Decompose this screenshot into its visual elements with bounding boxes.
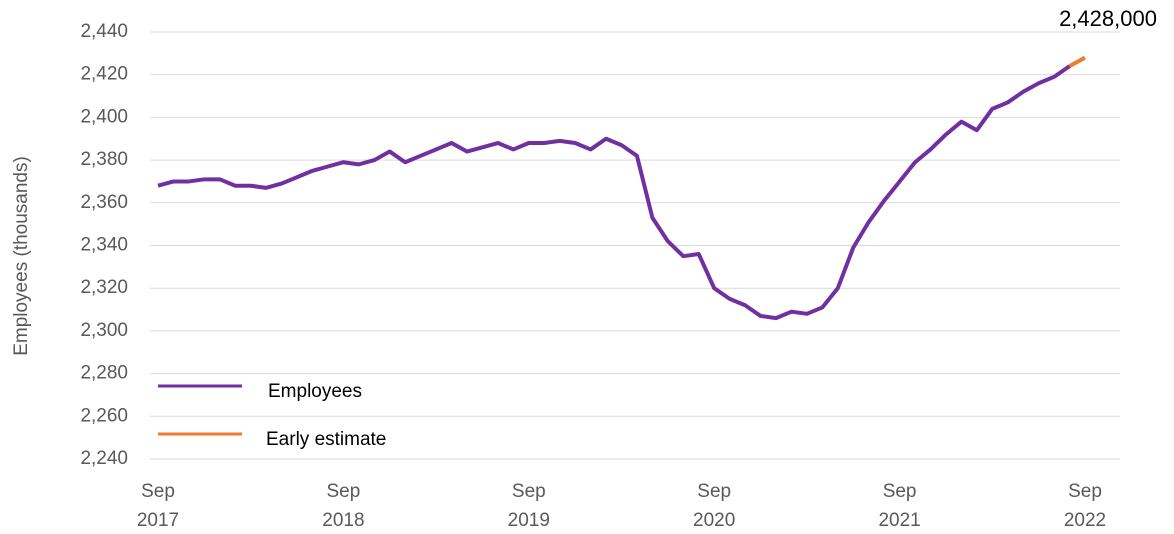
y-tick-label: 2,440: [80, 21, 128, 42]
legend-label: Early estimate: [266, 429, 386, 450]
y-tick-label: 2,240: [80, 448, 128, 469]
y-tick-label: 2,400: [80, 106, 128, 127]
y-tick-label: 2,360: [80, 192, 128, 213]
x-tick-label: Sep 2021: [878, 481, 920, 531]
x-tick-label: Sep 2019: [508, 481, 550, 531]
y-tick-label: 2,380: [80, 149, 128, 170]
y-tick-label: 2,320: [80, 277, 128, 298]
y-tick-label: 2,260: [80, 405, 128, 426]
x-tick-label: Sep 2017: [137, 481, 179, 531]
y-tick-label: 2,420: [80, 64, 128, 85]
x-tick-label: Sep 2022: [1064, 481, 1106, 531]
y-tick-label: 2,340: [80, 235, 128, 256]
series-line: [1068, 55, 1086, 68]
y-axis-label: Employees (thousands): [11, 156, 32, 356]
y-tick-label: 2,280: [80, 363, 128, 384]
x-tick-label: Sep 2020: [693, 481, 735, 531]
annotation: 2,428,000: [1059, 6, 1157, 31]
legend-label: Employees: [268, 381, 362, 402]
y-tick-label: 2,300: [80, 320, 128, 341]
x-tick-label: Sep 2018: [322, 481, 364, 531]
series-line: [157, 64, 1071, 321]
